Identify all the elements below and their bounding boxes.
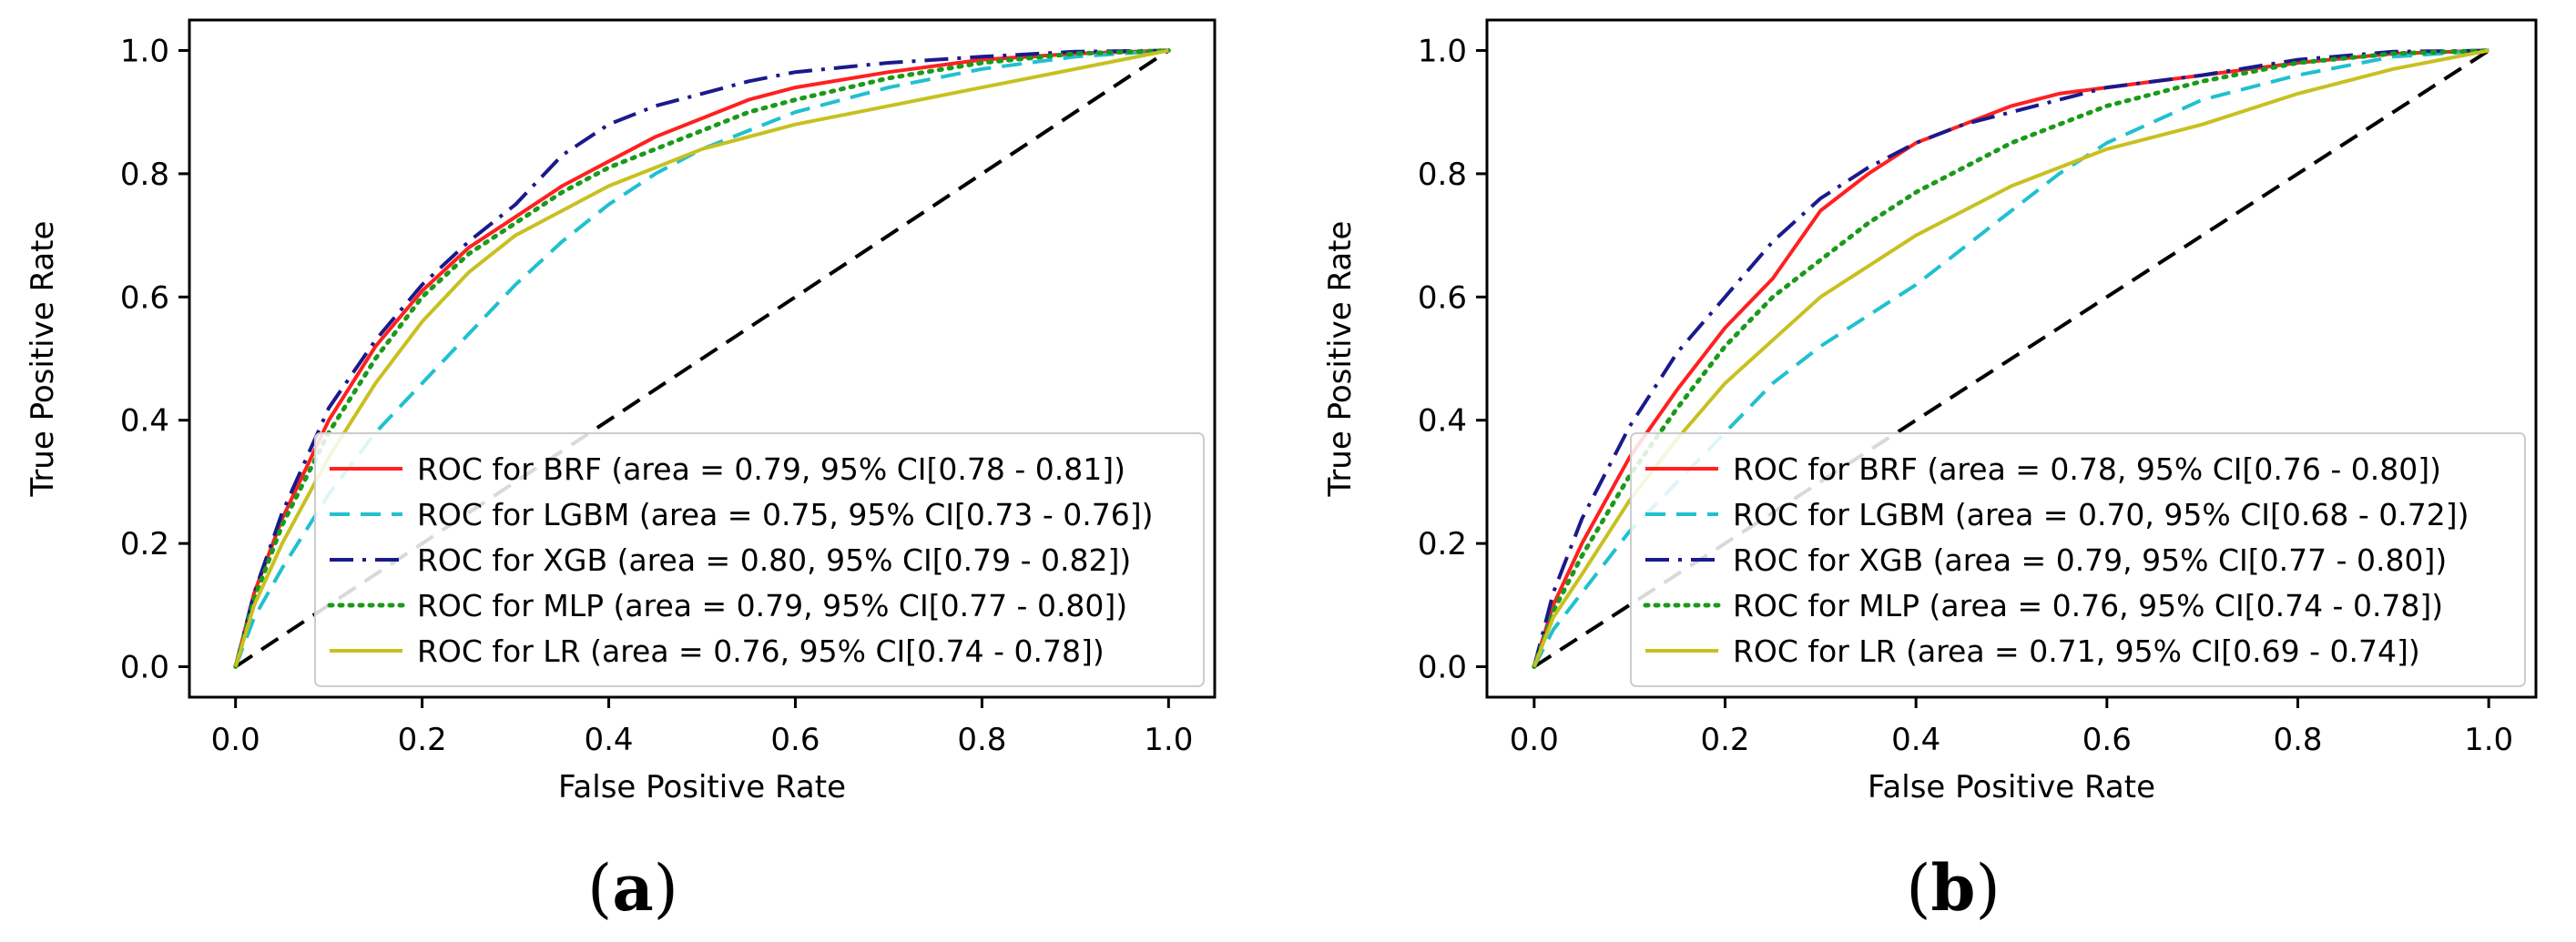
plot-frame [188, 18, 1217, 699]
legend-label: ROC for MLP (area = 0.79, 95% CI[0.77 - … [417, 588, 1127, 623]
x-tick-label: 0.6 [770, 722, 820, 758]
y-tick-label: 0.2 [1418, 526, 1467, 562]
legend-label: ROC for LR (area = 0.71, 95% CI[0.69 - 0… [1733, 633, 2420, 669]
roc-curve-line [1532, 48, 2489, 668]
legend-label: ROC for XGB (area = 0.80, 95% CI[0.79 - … [417, 542, 1131, 578]
x-tick-label: 0.4 [584, 722, 633, 758]
roc-curve-line [1532, 48, 2489, 668]
y-tick-label: 0.6 [1418, 279, 1467, 316]
plot-frame [1485, 18, 2538, 699]
legend-label: ROC for LGBM (area = 0.75, 95% CI[0.73 -… [417, 497, 1153, 532]
y-axis-label: True Positive Rate [25, 221, 61, 498]
y-tick-label: 0.6 [120, 279, 169, 316]
legend-label: ROC for XGB (area = 0.79, 95% CI[0.77 - … [1733, 542, 2447, 578]
y-axis-label: True Positive Rate [1322, 221, 1359, 498]
y-tick-label: 0.2 [120, 526, 169, 562]
y-tick-label: 1.0 [1418, 33, 1467, 69]
chart-panel-b: 0.0 0.2 0.4 0.6 0.8 1.0 0.0 0.2 0.4 0.6 0.8 1.0 Fals… [1322, 18, 2538, 926]
legend-label: ROC for LR (area = 0.76, 95% CI[0.74 - 0… [417, 633, 1105, 669]
roc-curve-line [1532, 48, 2489, 668]
roc-curve-line [233, 48, 1169, 667]
x-tick-label: 0.2 [398, 722, 447, 758]
roc-curve-line [1532, 48, 2489, 668]
x-tick-label: 1.0 [2464, 722, 2513, 758]
panel-label: (b) [1906, 850, 2001, 926]
roc-curve-line [233, 48, 1169, 668]
y-tick-label: 0.4 [1418, 403, 1467, 440]
legend-label: ROC for BRF (area = 0.78, 95% CI[0.76 - … [1733, 451, 2441, 487]
x-axis-label: False Positive Rate [1868, 769, 2155, 805]
y-tick-label: 0.4 [120, 403, 169, 440]
x-tick-label: 0.8 [2273, 722, 2322, 758]
y-tick-label: 0.0 [1418, 650, 1467, 686]
x-tick-label: 0.0 [1510, 722, 1559, 758]
x-tick-label: 0.2 [1700, 722, 1749, 758]
y-tick-label: 1.0 [120, 33, 169, 69]
x-tick-label: 0.0 [211, 722, 260, 758]
roc-curve-line [1532, 48, 2491, 669]
panel-label: (a) [587, 850, 678, 926]
legend-box [314, 432, 1205, 687]
x-tick-label: 0.4 [1891, 722, 1940, 758]
y-tick-label: 0.0 [120, 650, 169, 686]
y-tick-label: 0.8 [1418, 157, 1467, 193]
x-tick-label: 0.6 [2082, 722, 2132, 758]
x-tick-label: 1.0 [1144, 722, 1193, 758]
chart-panel-a: 0.0 0.2 0.4 0.6 0.8 1.0 0.0 0.2 0.4 0.6 0.8 1.0 Fals… [25, 18, 1217, 926]
legend-label: ROC for LGBM (area = 0.70, 95% CI[0.68 -… [1733, 497, 2469, 532]
legend-box [1630, 432, 2526, 687]
y-tick-label: 0.8 [120, 157, 169, 193]
x-axis-label: False Positive Rate [558, 769, 846, 805]
legend-label: ROC for MLP (area = 0.76, 95% CI[0.74 - … [1733, 588, 2443, 623]
legend-label: ROC for BRF (area = 0.79, 95% CI[0.78 - … [417, 451, 1125, 487]
roc-curve-line [233, 48, 1171, 669]
x-tick-label: 0.8 [957, 722, 1006, 758]
